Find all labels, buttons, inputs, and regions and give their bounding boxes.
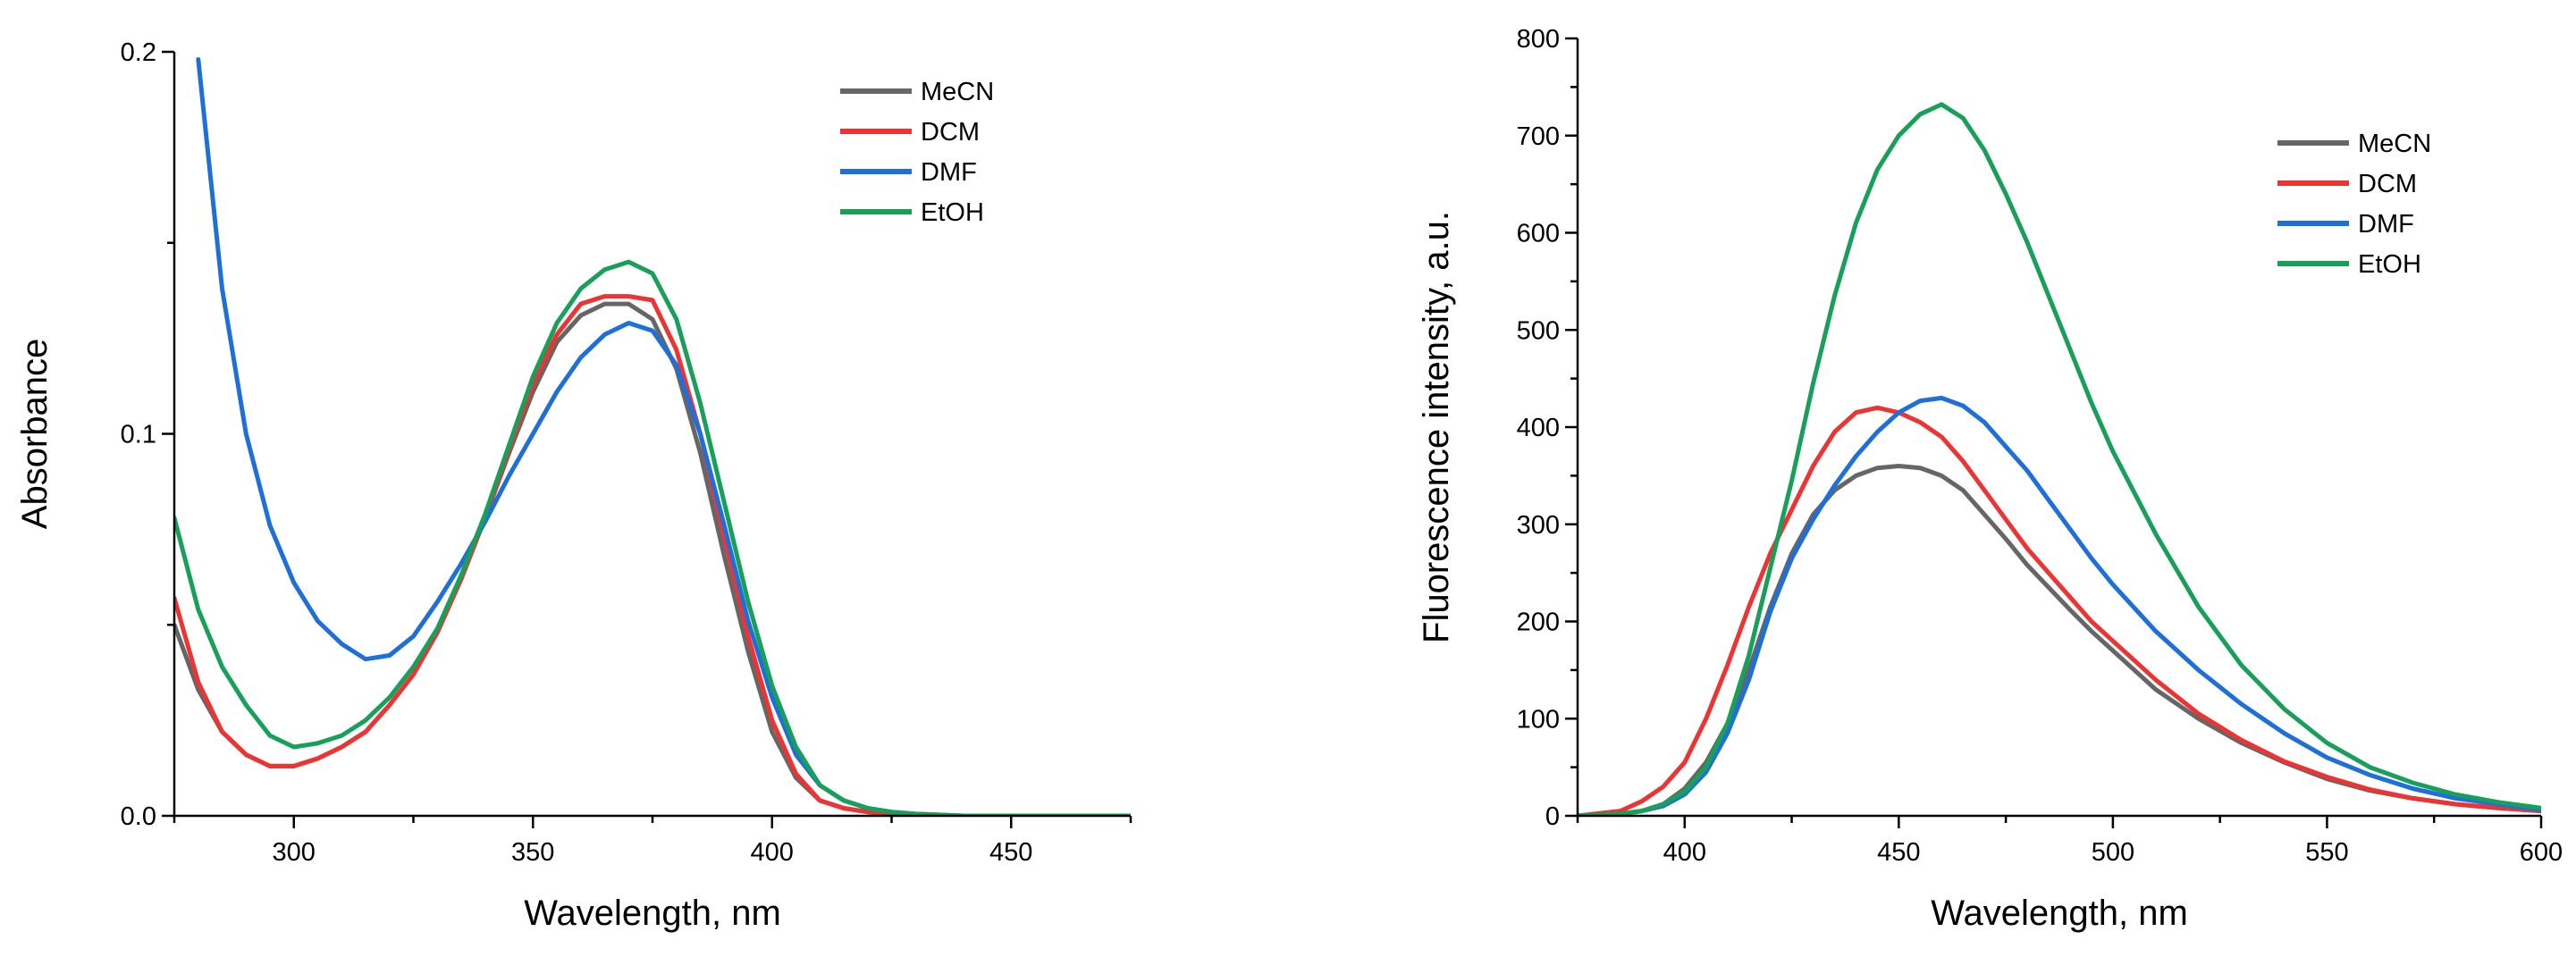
fl-series-dcm	[1578, 405, 2541, 816]
abs-series-etoh	[174, 259, 1131, 816]
abs-series-dmf	[196, 57, 1131, 816]
fl-legend-label-dcm: DCM	[2358, 170, 2417, 198]
fl-y-tick-label: 0	[1545, 802, 1560, 831]
abs-y-tick-label: 0.1	[121, 421, 156, 449]
fl-x-tick-label: 500	[2092, 838, 2134, 867]
fl-y-tick-label: 800	[1517, 25, 1560, 54]
fl-y-tick-label: 300	[1517, 511, 1560, 540]
fl-series-mecn	[1578, 464, 2541, 816]
absorbance-panel: 300 350 400 450 0.0 0.1 0.2 Wavelength, nm Absor…	[15, 38, 1132, 933]
abs-y-axis-title: Absorbance	[15, 339, 55, 529]
fl-x-tick-label: 550	[2305, 838, 2348, 867]
fl-y-tick-label: 400	[1517, 414, 1560, 442]
fl-y-axis-title: Fluorescence intensity, a.u.	[1417, 211, 1456, 643]
fl-series-group	[1578, 102, 2541, 816]
fl-y-tick-label: 100	[1517, 705, 1560, 734]
abs-x-tick-label: 400	[751, 838, 794, 867]
fl-y-tick-label: 200	[1517, 609, 1560, 637]
fl-x-tick-label: 400	[1663, 838, 1706, 867]
fl-x-axis-title: Wavelength, nm	[1931, 894, 2188, 933]
abs-y-tick-label: 0.0	[121, 802, 156, 831]
abs-y-tick-label: 0.2	[121, 38, 156, 67]
fl-y-tick-label: 500	[1517, 316, 1560, 345]
abs-series-mecn	[174, 301, 1131, 816]
fl-legend: MeCN DCM DMF EtOH	[2277, 130, 2431, 279]
abs-x-axis-title: Wavelength, nm	[524, 894, 781, 933]
fl-x-tick-label: 600	[2520, 838, 2563, 867]
fl-legend-label-dmf: DMF	[2358, 210, 2414, 239]
fl-y-tick-label: 600	[1517, 220, 1560, 248]
abs-series-group	[174, 57, 1131, 816]
fl-series-dmf	[1578, 395, 2541, 816]
abs-legend-label-dmf: DMF	[921, 158, 977, 187]
abs-legend: MeCN DCM DMF EtOH	[840, 78, 994, 227]
fl-x-tick-label: 450	[1877, 838, 1920, 867]
fl-y-tick-label: 700	[1517, 122, 1560, 151]
abs-legend-label-etoh: EtOH	[921, 198, 984, 227]
abs-x-tick-label: 350	[511, 838, 554, 867]
abs-series-dcm	[174, 294, 1131, 816]
fluorescence-panel: 400 450 500 550 600 0 100 200 300 400 500 600 700 800…	[1417, 25, 2563, 933]
abs-x-tick-label: 300	[273, 838, 316, 867]
fl-legend-label-mecn: MeCN	[2358, 130, 2431, 158]
fl-series-etoh	[1578, 102, 2541, 816]
abs-legend-label-mecn: MeCN	[921, 78, 994, 106]
fl-legend-label-etoh: EtOH	[2358, 250, 2421, 279]
abs-legend-label-dcm: DCM	[921, 118, 980, 147]
abs-x-tick-label: 450	[989, 838, 1032, 867]
